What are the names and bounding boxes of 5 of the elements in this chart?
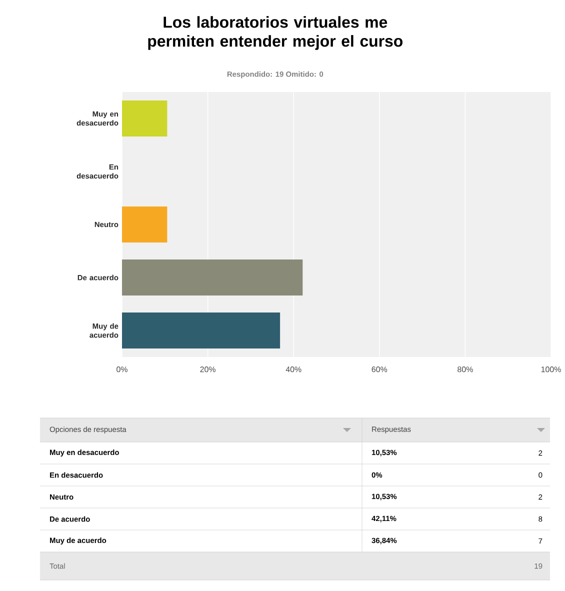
bar [122,100,168,137]
bar [122,206,168,243]
bar [122,260,303,296]
chart-title: Los laboratorios virtuales me permiten entender mejor el curso [148,16,403,50]
bar [122,312,280,349]
